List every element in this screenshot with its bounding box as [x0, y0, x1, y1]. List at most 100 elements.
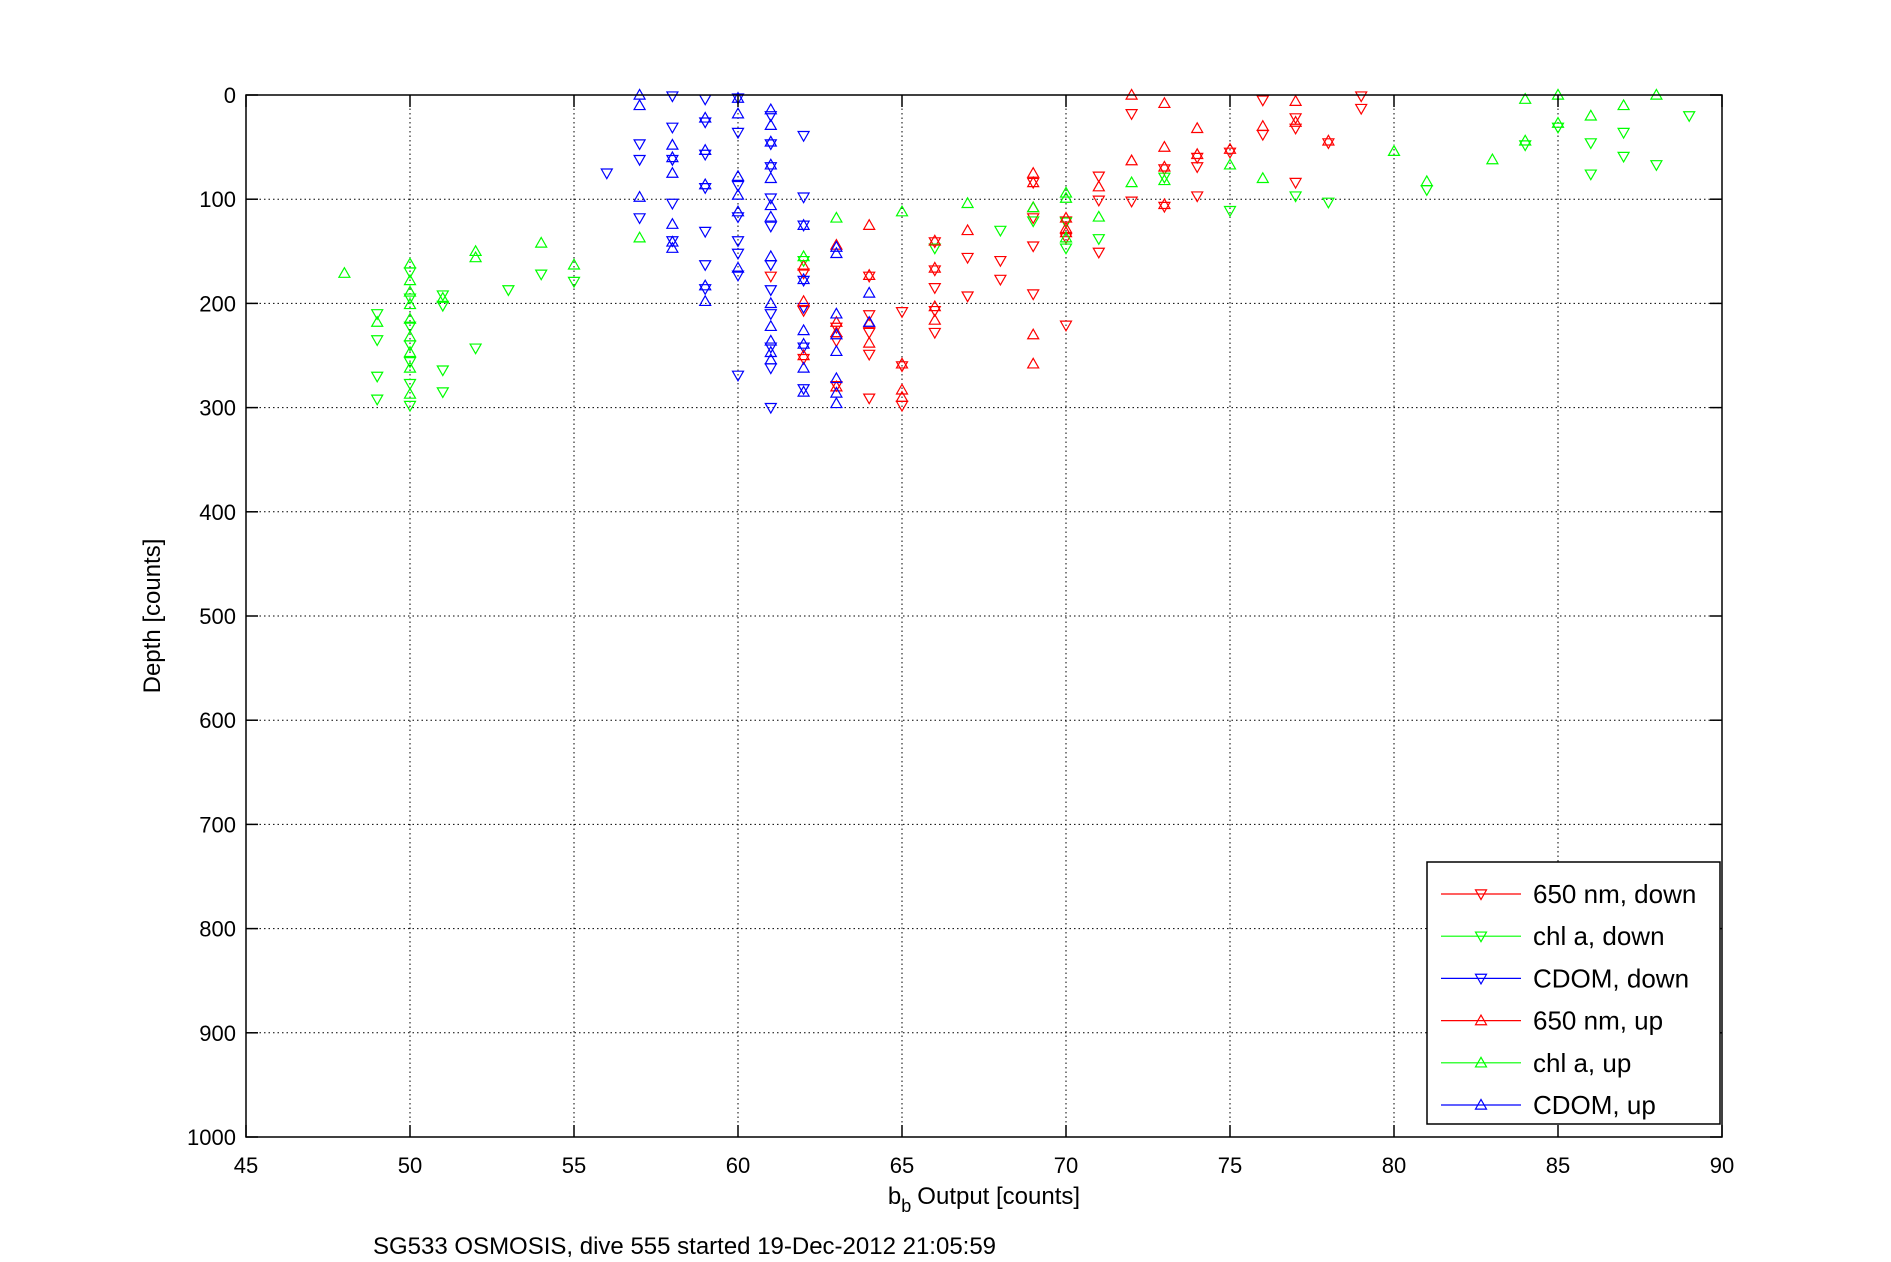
data-point [1026, 327, 1040, 340]
data-point [436, 365, 450, 377]
data-point [1551, 116, 1565, 128]
legend-label: 650 nm, down [1533, 879, 1696, 909]
data-point [403, 273, 417, 286]
data-point [928, 265, 942, 277]
legend-label: chl a, down [1533, 921, 1665, 951]
data-point [797, 268, 811, 280]
data-point [731, 169, 745, 182]
data-point [633, 231, 647, 243]
data-point [469, 244, 483, 257]
data-point [731, 212, 745, 224]
data-point [403, 357, 417, 369]
data-point [370, 309, 384, 321]
data-point [370, 394, 384, 406]
data-point [731, 188, 745, 200]
y-tick-labels: 0 100 200 300 400 500 600 700 800 900 1000 [187, 83, 236, 1150]
data-point [1354, 91, 1368, 103]
data-point [829, 211, 843, 223]
legend-marker [1474, 973, 1488, 986]
data-point [862, 336, 876, 348]
data-point [1092, 179, 1106, 192]
data-point [731, 107, 745, 119]
data-point [436, 387, 450, 399]
data-point [731, 248, 745, 261]
data-point [829, 327, 843, 340]
data-point [665, 241, 679, 253]
data-point [1157, 197, 1171, 210]
data-point [1092, 210, 1106, 222]
y-tick-label: 400 [199, 500, 236, 525]
data-point [829, 238, 843, 250]
data-point [1157, 173, 1171, 186]
y-tick-label: 800 [199, 917, 236, 942]
data-point [1157, 164, 1171, 176]
data-point [797, 385, 811, 397]
data-point [403, 330, 417, 342]
data-point [534, 269, 548, 281]
data-point [665, 122, 679, 135]
data-point [534, 236, 548, 248]
data-point [665, 235, 679, 247]
data-point [1223, 205, 1237, 218]
data-point [764, 249, 778, 262]
data-point [501, 285, 515, 297]
data-point [567, 276, 581, 289]
data-point [928, 283, 942, 295]
data-point [764, 309, 778, 321]
data-point [1387, 144, 1401, 156]
data-point [862, 268, 876, 280]
data-point [1059, 233, 1073, 245]
data-point [665, 138, 679, 150]
data-point [1092, 195, 1106, 207]
data-point [797, 305, 811, 318]
data-point [928, 234, 942, 246]
data-point [1551, 122, 1565, 135]
data-point [731, 127, 745, 140]
x-tick-label: 50 [398, 1153, 422, 1178]
legend-label: CDOM, down [1533, 963, 1689, 993]
data-point [862, 315, 876, 327]
y-tick-label: 600 [199, 708, 236, 733]
x-tick-label: 45 [234, 1153, 258, 1178]
data-point [633, 98, 647, 111]
data-point [829, 380, 843, 392]
legend-marker [1474, 1098, 1488, 1110]
data-point [764, 198, 778, 211]
y-tick-label: 900 [199, 1021, 236, 1046]
data-point [764, 210, 778, 222]
data-point [403, 285, 417, 297]
data-point [1223, 158, 1237, 170]
data-point [797, 275, 811, 288]
data-point [1518, 92, 1532, 104]
data-point [403, 361, 417, 373]
caption: SG533 OSMOSIS, dive 555 started 19-Dec-2… [373, 1233, 996, 1260]
data-point [1125, 175, 1139, 188]
data-point [797, 348, 811, 361]
data-point [1256, 171, 1270, 184]
data-point [928, 305, 942, 318]
legend-label: CDOM, up [1533, 1090, 1656, 1120]
data-point [698, 226, 712, 239]
x-tick-labels: 45 50 55 60 65 70 75 80 85 90 [234, 1153, 1734, 1178]
y-axis-label: Depth [counts] [139, 539, 166, 694]
legend-box [1426, 861, 1721, 1125]
data-point [337, 266, 351, 278]
data-point [764, 139, 778, 151]
data-point [731, 270, 745, 282]
data-point [1617, 151, 1631, 164]
x-axis-label-subscript: b [901, 1196, 911, 1216]
data-point [731, 261, 745, 273]
data-point [1190, 191, 1204, 203]
data-point [764, 221, 778, 234]
data-point [1125, 109, 1139, 121]
data-point [665, 198, 679, 211]
legend-label: chl a, up [1533, 1048, 1631, 1078]
data-point [1190, 162, 1204, 174]
data-point [895, 390, 909, 402]
data-point [1157, 160, 1171, 172]
x-tick-label: 70 [1054, 1153, 1078, 1178]
data-point [633, 154, 647, 167]
data-point [731, 180, 745, 193]
data-point [436, 291, 450, 303]
data-point [1026, 177, 1040, 190]
